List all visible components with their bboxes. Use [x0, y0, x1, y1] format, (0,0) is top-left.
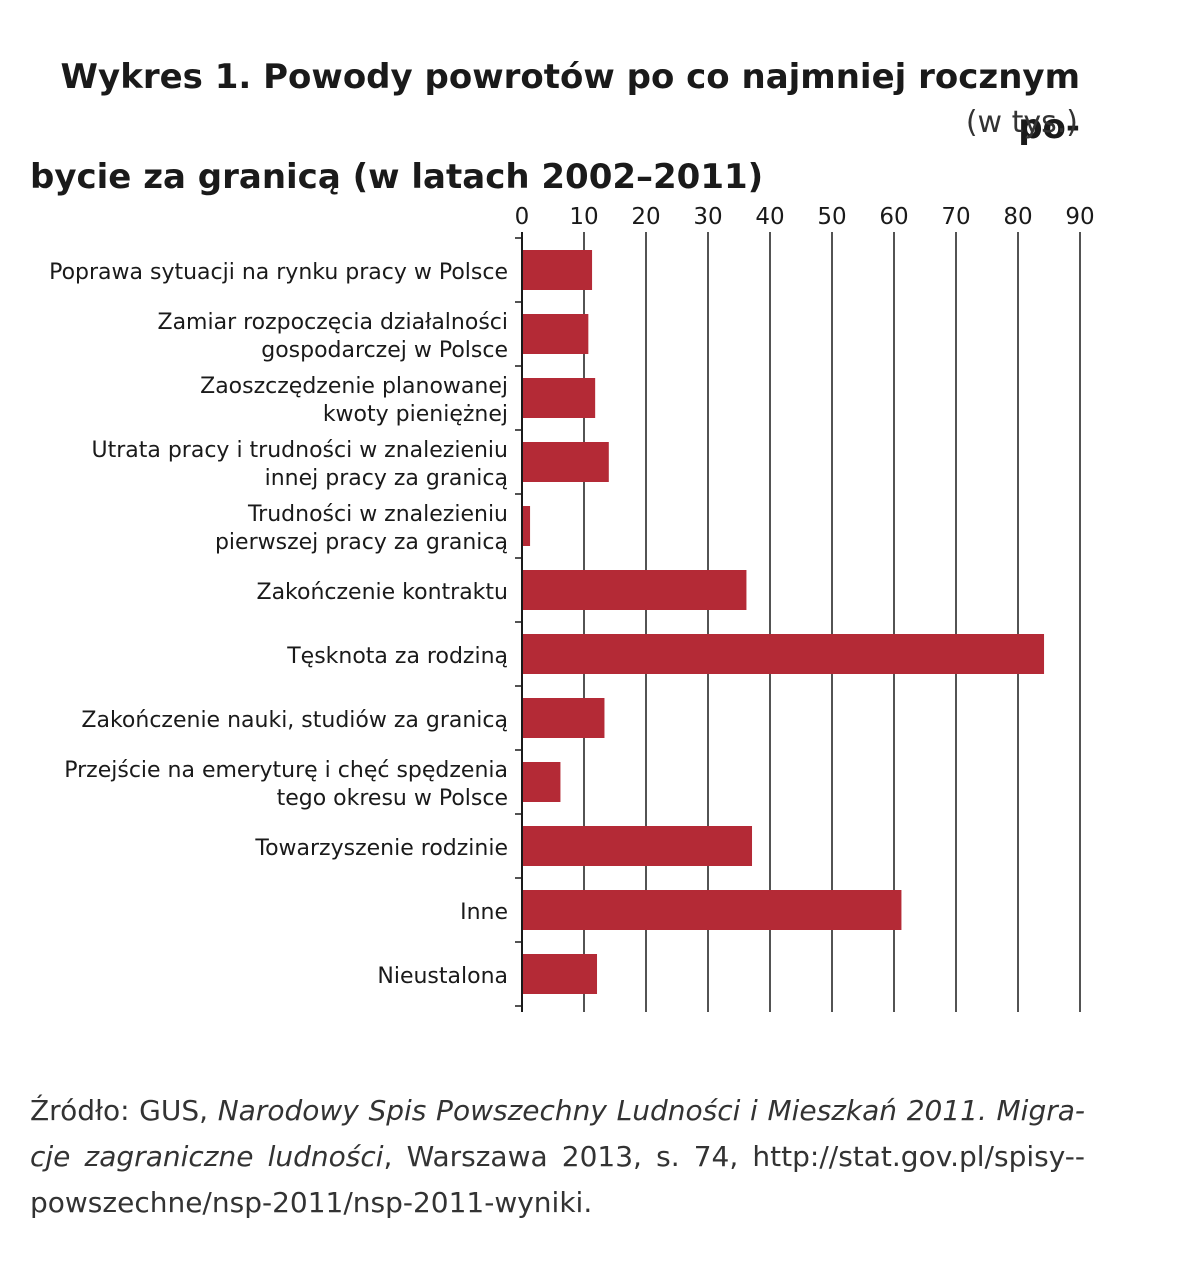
chart-title: Wykres 1. Powody powrotów po co najmniej…: [30, 52, 1090, 202]
tick-label-20: 20: [631, 204, 660, 230]
category-label-9: tego okresu w Polsce: [277, 786, 508, 811]
category-label-3: kwoty pieniężnej: [323, 402, 508, 427]
category-label-12: Nieustalona: [377, 964, 508, 989]
source-publication: Narodowy Spis Powszechny Ludności i Mies…: [30, 1094, 1085, 1173]
chart-title-line-2: bycie za granicą (w latach 2002–2011): [30, 157, 764, 197]
category-label-11: Inne: [460, 900, 508, 925]
bar-4: [523, 442, 609, 482]
tick-label-50: 50: [817, 204, 846, 230]
category-label-4: Utrata pracy i trudności w znalezieniu: [91, 438, 508, 463]
bar-10: [523, 826, 753, 866]
bar-1: [523, 250, 593, 290]
category-label-5: pierwszej pracy za granicą: [215, 530, 508, 555]
bar-2: [523, 314, 589, 354]
chart-title-line-1: Wykres 1. Powody powrotów po co najmniej…: [60, 57, 1080, 147]
bar-11: [523, 890, 902, 930]
bar-6: [523, 570, 747, 610]
bar-12: [523, 954, 598, 994]
bar-9: [523, 762, 561, 802]
category-label-8: Zakończenie nauki, studiów za granicą: [81, 708, 508, 733]
bar-chart: 0 10 20 30 40 50 60 70 80 90 Poprawa sytuacji na r…: [49, 204, 1095, 1012]
category-label-5: Trudności w znalezieniu: [247, 502, 508, 527]
tick-label-80: 80: [1003, 204, 1032, 230]
category-label-7: Tęsknota za rodziną: [286, 644, 508, 669]
category-label-10: Towarzyszenie rodzinie: [254, 836, 508, 861]
bar-5: [523, 506, 531, 546]
source-note: Źródło: GUS, Narodowy Spis Powszechny Lu…: [30, 1088, 1085, 1226]
tick-label-0: 0: [515, 204, 530, 230]
category-label-9: Przejście na emeryturę i chęć spędzenia: [64, 758, 508, 783]
source-details: , Warszawa 2013, s. 74, http://stat.gov.…: [30, 1140, 1085, 1219]
category-label-2: gospodarczej w Polsce: [261, 338, 508, 363]
tick-label-70: 70: [941, 204, 970, 230]
source-prefix: Źródło: GUS,: [30, 1094, 218, 1127]
category-label-4: innej pracy za granicą: [265, 466, 508, 491]
category-label-3: Zaoszczędzenie planowanej: [200, 374, 508, 399]
tick-label-30: 30: [693, 204, 722, 230]
category-label-6: Zakończenie kontraktu: [257, 580, 509, 605]
tick-label-40: 40: [755, 204, 784, 230]
tick-label-90: 90: [1065, 204, 1094, 230]
tick-label-10: 10: [569, 204, 598, 230]
category-label-2: Zamiar rozpoczęcia działalności: [158, 310, 509, 335]
tick-label-60: 60: [879, 204, 908, 230]
bar-8: [523, 698, 605, 738]
unit-label: (w tys.): [965, 105, 1078, 140]
category-label-1: Poprawa sytuacji na rynku pracy w Polsce: [49, 260, 508, 285]
bar-7: [523, 634, 1045, 674]
bar-3: [523, 378, 596, 418]
